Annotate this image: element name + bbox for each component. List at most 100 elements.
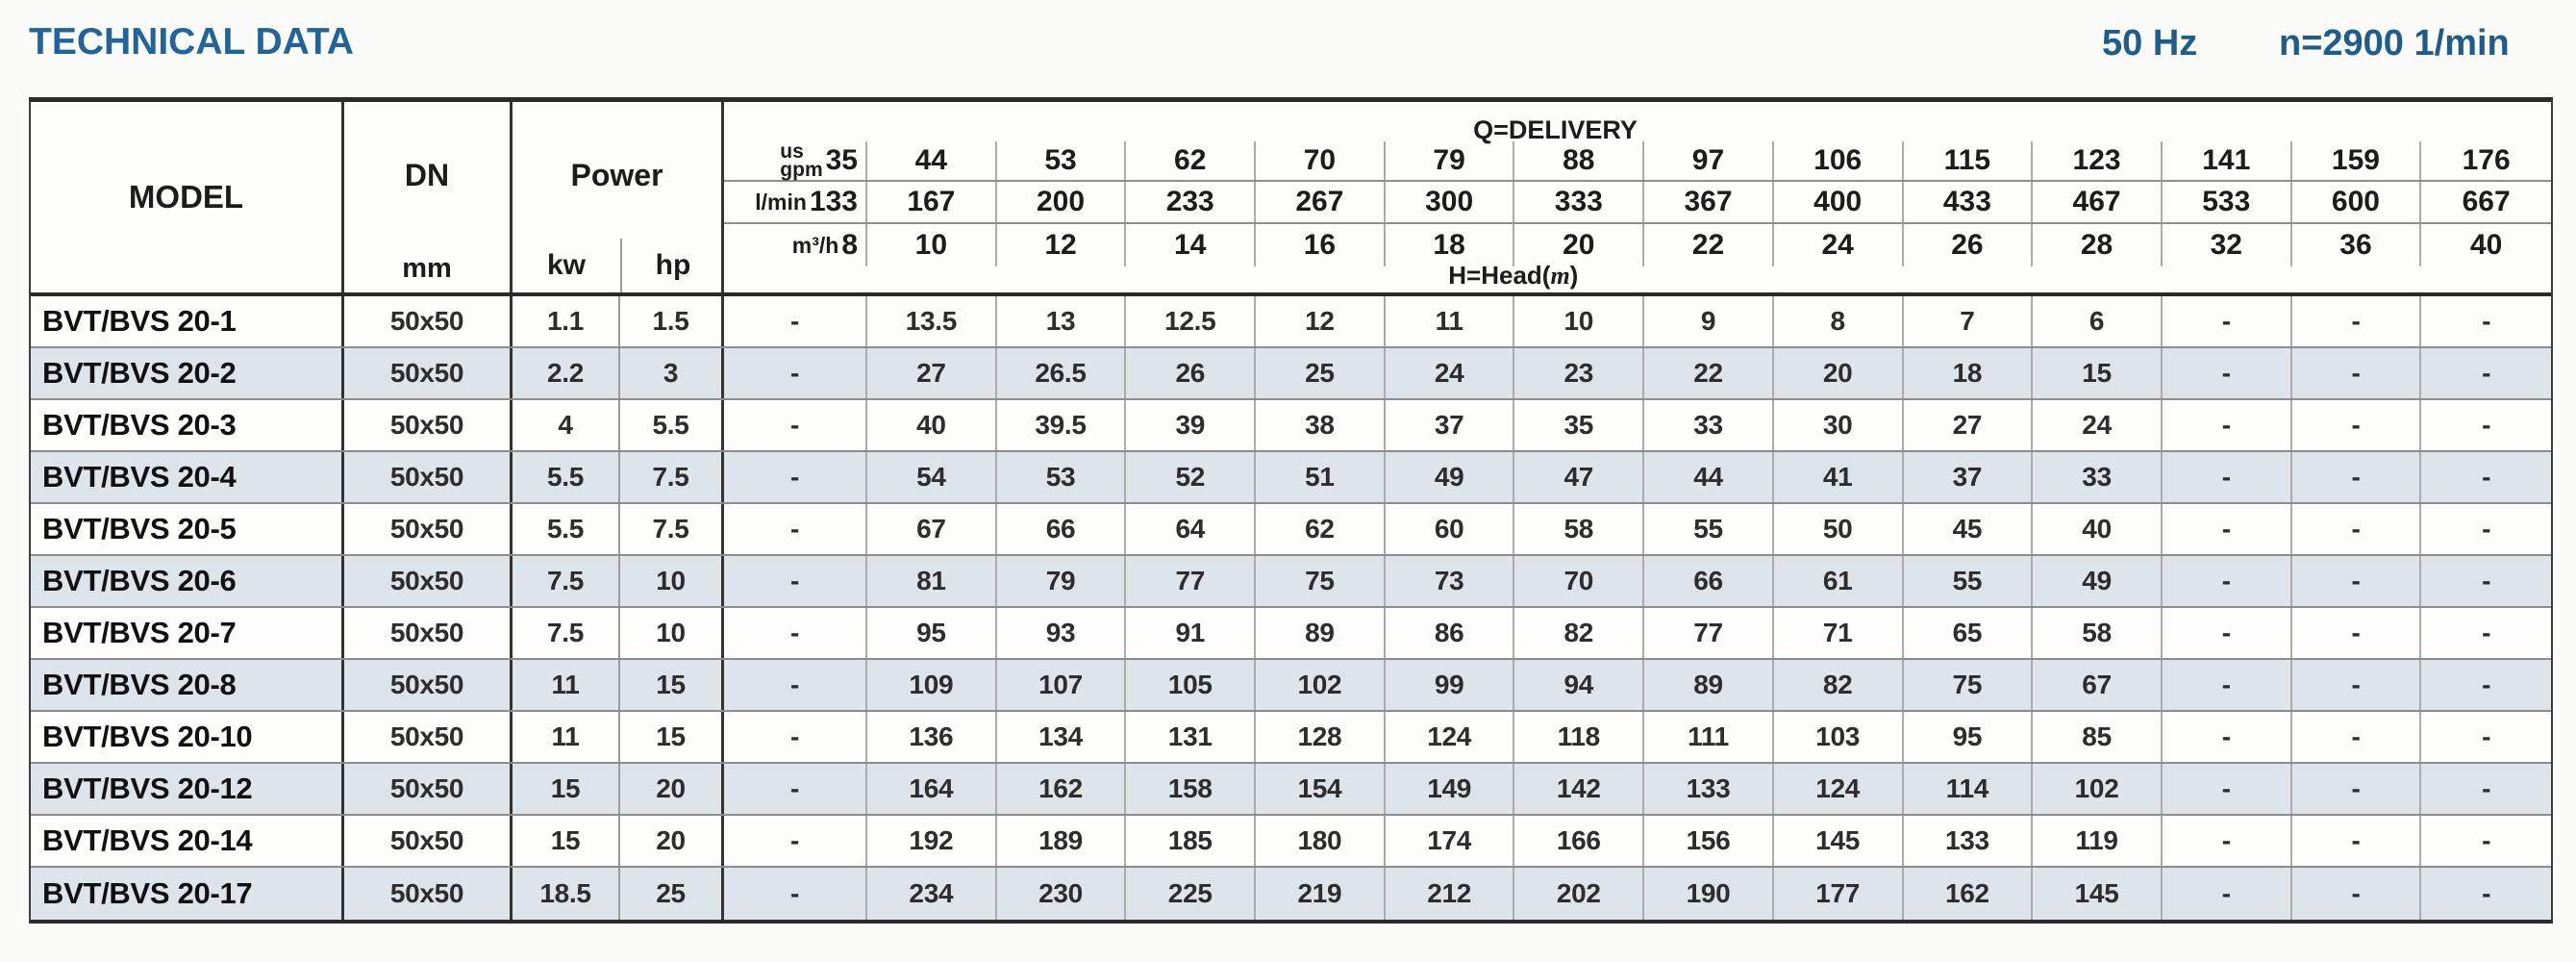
dn-cell: 50x50 [344, 764, 513, 814]
head-value-cell: 149 [1386, 764, 1515, 814]
head-value-cell: 55 [1904, 556, 2034, 606]
flow-value-cell: 267 [1256, 182, 1386, 222]
model-cell: BVT/BVS 20-6 [31, 556, 344, 606]
unit-bottom: gpm [780, 159, 823, 181]
head-value-cell: 166 [1514, 816, 1645, 866]
table-row: BVT/BVS 20-17 50x50 18.5 25-234 230 225 219 212… [31, 868, 2551, 920]
head-value-cell: - [2482, 566, 2491, 595]
head-value-cell: 67 [867, 504, 997, 554]
flow-row: m³/h 8 10 12 14 16 18 20 22 24 26 28 32 36 40 [724, 224, 2551, 266]
head-value-cell: - [2292, 660, 2422, 710]
head-value-cell: 95 [1904, 712, 2034, 762]
head-value-cell: - [2163, 296, 2292, 346]
model-cell: BVT/BVS 20-10 [31, 712, 344, 762]
head-value-cell: - [2482, 878, 2491, 908]
head-value-cell: - [2163, 452, 2292, 502]
flow-unit-label: m³/h [791, 232, 839, 258]
speed-label: n=2900 1/min [2279, 23, 2510, 63]
head-value-cell: 66 [997, 504, 1127, 554]
flow-value-cell: 70 [1256, 141, 1386, 180]
head-value-cell: 26 [1126, 348, 1257, 398]
head-value-cell: 103 [1774, 712, 1904, 762]
head-value-cell: 119 [2033, 816, 2163, 866]
unit-top: us [780, 140, 804, 163]
head-value-cell: - [724, 764, 867, 814]
head-value-cell: 192 [867, 816, 997, 866]
head-value-cell: - [2292, 452, 2422, 502]
head-value-cell: - [724, 400, 867, 450]
head-value-cell: 225 [1126, 868, 1257, 920]
flow-value-cell: 62 [1126, 141, 1257, 180]
flow-unit-cell: us gpm 35 [724, 141, 867, 180]
head-value-cell: - [2163, 556, 2292, 606]
head-value-cell: - [724, 608, 867, 658]
kw-cell: 18.5 [513, 868, 620, 920]
head-value-cell: 164 [867, 764, 997, 814]
head-value-cell: 212 [1386, 868, 1515, 920]
head-value-cell: 60 [1386, 504, 1515, 554]
flow-value-cell: 36 [2292, 224, 2422, 266]
head-value-cell: 13 [997, 296, 1127, 346]
flow-value-cell: 141 [2163, 141, 2292, 180]
table-header: MODEL DN mm Power kw hp Q=DELIVERY us gpm… [31, 102, 2551, 296]
head-value-cell: 89 [1256, 608, 1386, 658]
flow-unit-cell: m³/h 8 [724, 224, 867, 266]
head-value-cell: 33 [2033, 452, 2163, 502]
head-value-cell: - [2163, 868, 2292, 920]
head-value-cell: - [2482, 722, 2491, 751]
flow-value-cell: 400 [1774, 182, 1904, 222]
kw-unit-label: kw [546, 249, 587, 281]
head-value-cell: 41 [1774, 452, 1904, 502]
kw-cell: 1.1 [513, 296, 620, 346]
flow-row: l/min 133 167 200 233 267 300 333 367 400 433 467 53… [724, 182, 2551, 224]
head-value-cell: 37 [1904, 452, 2034, 502]
head-value-cell: 82 [1514, 608, 1645, 658]
table-row: BVT/BVS 20-4 50x50 5.5 7.5-54 53 52 51 49 47 44 41… [31, 452, 2551, 504]
head-value-cell: - [2163, 400, 2292, 450]
head-value-cell: 219 [1256, 868, 1386, 920]
head-value-cell: 162 [997, 764, 1127, 814]
hp-cell: 1.5 [620, 296, 724, 346]
head-value-cell: 58 [2033, 608, 2163, 658]
head-value-cell: 58 [1514, 504, 1645, 554]
head-value-cell: 65 [1904, 608, 2034, 658]
head-value-cell: 11 [1386, 296, 1515, 346]
dn-cell: 50x50 [344, 608, 513, 658]
head-value-cell: 145 [1774, 816, 1904, 866]
kw-cell: 15 [513, 764, 620, 814]
head-value-cell: - [2292, 868, 2422, 920]
flow-value-cell: 233 [1126, 182, 1257, 222]
head-value-cell: - [724, 712, 867, 762]
hp-cell: 25 [620, 868, 724, 920]
head-value-cell: 230 [997, 868, 1127, 920]
head-value-cell: 91 [1126, 608, 1257, 658]
model-cell: BVT/BVS 20-5 [31, 504, 344, 554]
technical-data-table: MODEL DN mm Power kw hp Q=DELIVERY us gpm… [29, 97, 2553, 924]
head-value-cell: - [2482, 618, 2491, 647]
flow-value-cell: 53 [997, 141, 1127, 180]
head-value-cell: 13.5 [867, 296, 997, 346]
head-value-cell: 70 [1514, 556, 1645, 606]
model-cell: BVT/BVS 20-17 [31, 868, 344, 920]
head-value-cell: 33 [1644, 400, 1774, 450]
head-value-cell: 128 [1256, 712, 1386, 762]
head-value-cell: 50 [1774, 504, 1904, 554]
head-value-cell: 99 [1386, 660, 1515, 710]
head-value-cell: 71 [1774, 608, 1904, 658]
flow-value-cell: 44 [867, 141, 997, 180]
model-cell: BVT/BVS 20-8 [31, 660, 344, 710]
flow-value-cell: 433 [1904, 182, 2034, 222]
hp-cell: 15 [620, 660, 724, 710]
head-value-cell: - [2482, 514, 2491, 544]
head-value-cell: 8 [1774, 296, 1904, 346]
flow-value-cell: 20 [1514, 224, 1645, 266]
head-value-cell: - [2292, 348, 2422, 398]
head-value-cell: 44 [1644, 452, 1774, 502]
head-value-cell: 37 [1386, 400, 1515, 450]
head-value-cell: 18 [1904, 348, 2034, 398]
head-value-cell: - [2292, 712, 2422, 762]
head-value-cell: 12.5 [1126, 296, 1257, 346]
head-value-cell: 73 [1386, 556, 1515, 606]
head-value-cell: - [2292, 296, 2422, 346]
dn-cell: 50x50 [344, 868, 513, 920]
